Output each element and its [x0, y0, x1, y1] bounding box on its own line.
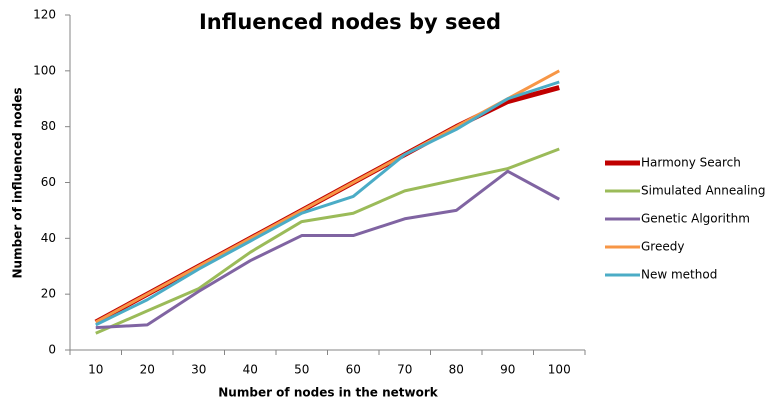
x-tick-label: 10: [88, 363, 103, 377]
legend-label: Simulated Annealing: [641, 184, 766, 198]
x-axis-label: Number of nodes in the network: [218, 386, 438, 400]
y-tick-label: 40: [41, 231, 56, 245]
y-tick-label: 80: [41, 119, 56, 133]
chart-title: Influenced nodes by seed: [199, 10, 501, 34]
y-tick-label: 100: [33, 63, 56, 77]
series-line: [95, 169, 560, 330]
x-tick-label: 60: [346, 363, 361, 377]
legend-label: Harmony Search: [641, 156, 741, 170]
x-tick-label: 80: [449, 363, 464, 377]
x-tick-label: 90: [500, 363, 515, 377]
series-line: [95, 80, 560, 327]
series-line: [95, 147, 560, 335]
x-tick-label: 50: [294, 363, 309, 377]
x-tick-label: 100: [548, 363, 571, 377]
legend-label: Genetic Algorithm: [641, 212, 750, 226]
legend-label: New method: [641, 268, 717, 282]
y-tick-label: 120: [33, 8, 56, 22]
y-tick-label: 60: [41, 175, 56, 189]
y-tick-label: 0: [48, 343, 56, 357]
x-tick-label: 20: [140, 363, 155, 377]
x-tick-label: 70: [397, 363, 412, 377]
y-axis-label: Number of influenced nodes: [11, 87, 25, 278]
x-tick-label: 30: [191, 363, 206, 377]
y-tick-label: 20: [41, 287, 56, 301]
legend-label: Greedy: [641, 240, 684, 254]
x-tick-label: 40: [243, 363, 258, 377]
